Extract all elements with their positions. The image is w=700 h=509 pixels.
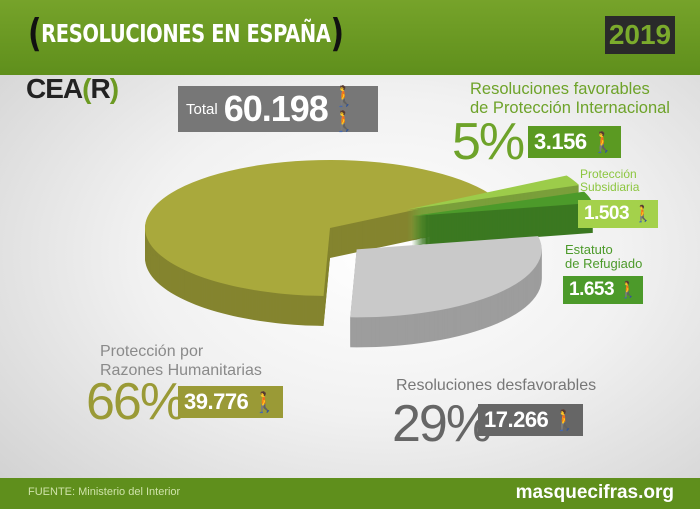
humanitarias-percent: 66% xyxy=(86,373,186,431)
subsidiaria-value-box: 1.503 🚶 xyxy=(578,200,659,228)
total-value: 60.198 xyxy=(223,88,329,129)
bracket-close: ) xyxy=(330,11,345,55)
total-label: Total xyxy=(186,100,218,118)
refugiado-value-box: 1.653 🚶 xyxy=(563,276,644,304)
hiker-icon: 🚶 xyxy=(633,206,653,223)
humanitarias-label: Protección por Razones Humanitarias xyxy=(100,343,262,379)
pie-slice-top xyxy=(145,160,491,296)
site-link[interactable]: masquecifras.org xyxy=(515,482,674,503)
desfavorables-value-box: 17.266 🚶 xyxy=(478,404,583,436)
title-text: RESOLUCIONES EN ESPAÑA xyxy=(41,18,331,48)
hiker-icon: 🚶 xyxy=(618,282,638,299)
footer-bar: FUENTE: Ministerio del Interior masqueci… xyxy=(0,478,700,509)
hiker-icon: 🚶 xyxy=(252,392,277,414)
pie-slice xyxy=(145,160,491,326)
pie-slice-top xyxy=(406,175,580,210)
bracket-open: ( xyxy=(28,11,42,55)
favorable-label: Resoluciones favorables de Protección Int… xyxy=(470,80,670,117)
hiker-icon: 🚶 xyxy=(552,410,577,432)
page-title: ( RESOLUCIONES EN ESPAÑA ) xyxy=(28,11,345,55)
header-bar: ( RESOLUCIONES EN ESPAÑA ) 2019 xyxy=(0,0,700,75)
desfavorables-label: Resoluciones desfavorables xyxy=(396,377,597,394)
pie-slice-top xyxy=(411,191,594,217)
pie-slice xyxy=(411,191,594,247)
pie-slice xyxy=(350,236,542,348)
source-text: FUENTE: Ministerio del Interior xyxy=(28,486,181,498)
subsidiaria-label: Protección Subsidiaria xyxy=(580,167,640,194)
pie-slice-top xyxy=(350,236,542,318)
hiker-icon: 🚶 xyxy=(590,132,616,154)
two-hikers-icon: 🚶🚶 xyxy=(331,86,357,133)
total-box: Total 60.198 🚶🚶 xyxy=(178,86,378,133)
year-badge: 2019 xyxy=(605,16,675,54)
favorable-value-box: 3.156 🚶 xyxy=(528,126,621,158)
humanitarias-value-box: 39.776 🚶 xyxy=(178,386,283,418)
refugiado-label: Estatuto de Refugiado xyxy=(565,242,643,271)
cear-logo: CEA(R) xyxy=(26,73,119,104)
desfavorables-percent: 29% xyxy=(392,395,492,453)
favorable-percent: 5% xyxy=(452,113,525,171)
